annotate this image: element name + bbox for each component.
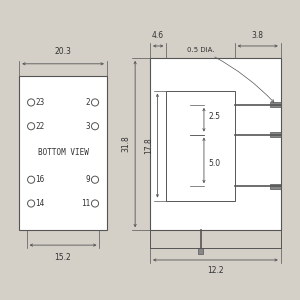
Text: 9: 9 [86,175,91,184]
Text: 17.8: 17.8 [144,137,153,154]
Bar [270,184,281,189]
Text: 2.5: 2.5 [208,112,220,121]
Text: 31.8: 31.8 [122,136,131,152]
Text: 5.0: 5.0 [208,159,220,168]
Bar [19,76,107,230]
Bar [166,91,235,200]
Bar [270,132,281,137]
Text: 2: 2 [86,98,91,107]
Text: BOTTOM VIEW: BOTTOM VIEW [38,148,88,158]
Text: 4.6: 4.6 [152,31,164,40]
Text: 3.8: 3.8 [252,31,264,40]
Text: 11: 11 [81,199,91,208]
Text: 16: 16 [36,175,45,184]
Text: 14: 14 [36,199,45,208]
Bar [270,103,281,107]
Bar [198,248,203,254]
Text: 20.3: 20.3 [55,47,71,56]
Text: 3: 3 [86,122,91,131]
Text: 23: 23 [36,98,45,107]
Text: 15.2: 15.2 [55,253,71,262]
Text: 0.5 DIA.: 0.5 DIA. [187,47,274,102]
Text: 12.2: 12.2 [207,266,224,275]
Text: 22: 22 [36,122,45,131]
Bar [150,58,281,230]
